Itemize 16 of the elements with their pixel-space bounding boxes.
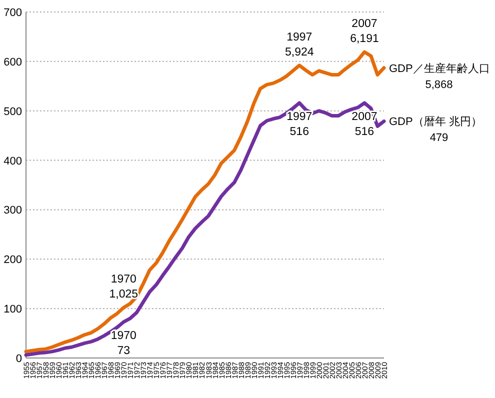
text: 5,868 xyxy=(425,78,453,91)
annotation: 1997 5,924 xyxy=(284,31,314,58)
y-tick-label: 200 xyxy=(4,254,22,266)
y-tick-label: 300 xyxy=(4,204,22,217)
y-tick-label: 600 xyxy=(4,56,22,68)
y-tick-label: 500 xyxy=(4,106,22,118)
annotation: 1970 73 xyxy=(110,330,136,357)
y-tick-label: 700 xyxy=(4,7,22,19)
annotation: 1997 516 xyxy=(286,110,312,138)
text: 479 xyxy=(430,132,448,144)
annotation: 2007 6,191 xyxy=(350,18,379,46)
y-tick-label: 400 xyxy=(4,155,22,168)
y-tick-label: 0 xyxy=(16,353,22,365)
y-tick-label: 100 xyxy=(4,304,22,316)
series-label: GDP／生産年齢人口 xyxy=(389,62,490,75)
series-label: GDP（暦年 兆円） xyxy=(389,115,482,128)
